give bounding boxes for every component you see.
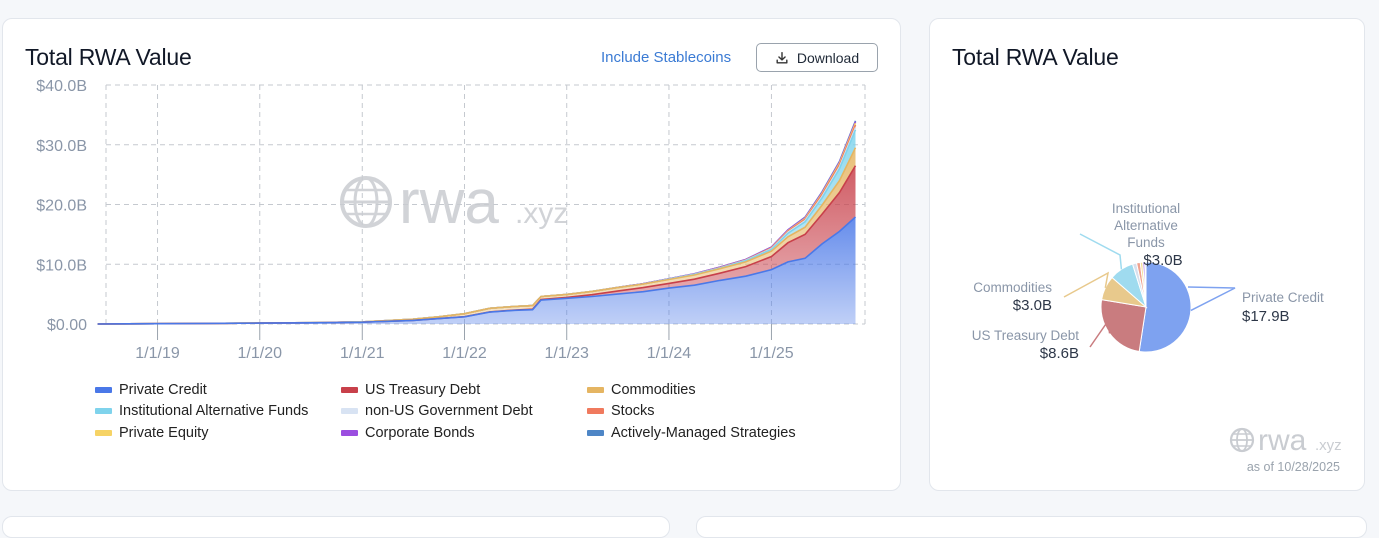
legend-item[interactable]: Institutional Alternative Funds bbox=[95, 403, 341, 421]
legend-label: US Treasury Debt bbox=[365, 381, 481, 398]
pie-slices bbox=[1100, 261, 1192, 353]
legend-swatch bbox=[95, 408, 112, 415]
pie-slice-value: $8.6B bbox=[1040, 345, 1079, 362]
legend-label: non-US Government Debt bbox=[365, 403, 533, 420]
watermark-main: rwa bbox=[399, 168, 499, 237]
include-stablecoins-toggle[interactable]: Include Stablecoins bbox=[601, 49, 732, 66]
legend-swatch bbox=[341, 408, 358, 415]
download-button[interactable]: Download bbox=[756, 43, 878, 72]
pie-slice-value: $3.0B bbox=[1013, 297, 1052, 314]
area-private-credit bbox=[97, 217, 856, 324]
legend-swatch bbox=[95, 386, 112, 393]
legend-label: Private Equity bbox=[119, 424, 209, 441]
pie-leader-line bbox=[1187, 286, 1236, 312]
legend-item[interactable]: Actively-Managed Strategies bbox=[587, 424, 833, 442]
legend-label: Private Credit bbox=[119, 381, 207, 398]
pie-leader-line bbox=[1079, 233, 1123, 270]
x-tick-label: 1/1/23 bbox=[544, 345, 589, 359]
pie-slice-name: Funds bbox=[1127, 235, 1165, 250]
watermark-suffix: .xyz bbox=[515, 197, 568, 230]
pie-leader-line bbox=[1089, 318, 1111, 348]
legend-item[interactable]: Stocks bbox=[587, 403, 833, 421]
rwa-logo-small: rwa .xyz bbox=[1229, 424, 1342, 457]
card-title: Total RWA Value bbox=[25, 44, 192, 70]
legend-item[interactable]: Private Credit bbox=[95, 381, 341, 399]
legend-item[interactable]: non-US Government Debt bbox=[341, 403, 587, 421]
legend-swatch bbox=[587, 408, 604, 415]
pie-chart: Private Credit $17.9B US Treasury Debt $8.6… bbox=[972, 201, 1324, 362]
pie-slice-value: $3.0B bbox=[1143, 252, 1182, 269]
legend-item[interactable]: Commodities bbox=[587, 381, 833, 399]
pie-slice-name: Alternative bbox=[1114, 218, 1178, 233]
legend-label: Corporate Bonds bbox=[365, 424, 475, 441]
pie-labels: Private Credit $17.9B US Treasury Debt $8.6… bbox=[972, 201, 1324, 362]
x-tick-label: 1/1/20 bbox=[238, 345, 283, 359]
pie-leader-line bbox=[1063, 271, 1110, 298]
watermark: rwa .xyz bbox=[340, 168, 568, 237]
x-tick-label: 1/1/19 bbox=[135, 345, 180, 359]
download-icon bbox=[776, 51, 788, 64]
legend-label: Commodities bbox=[611, 381, 696, 398]
download-label: Download bbox=[796, 49, 860, 66]
legend-swatch bbox=[587, 429, 604, 436]
legend-swatch bbox=[341, 386, 358, 393]
next-card-stub-right bbox=[696, 516, 1367, 538]
pie-slice-private-credit bbox=[1138, 261, 1192, 353]
legend-label: Stocks bbox=[611, 403, 655, 420]
y-tick-label: $10.0B bbox=[36, 257, 87, 274]
x-tick-label: 1/1/25 bbox=[749, 345, 794, 359]
pie-slice-name: US Treasury Debt bbox=[972, 328, 1080, 343]
legend-item[interactable]: Private Equity bbox=[95, 424, 341, 442]
pie-slice-actively-managed-strategies bbox=[1144, 261, 1147, 308]
legend-swatch bbox=[95, 429, 112, 436]
stacked-area-chart: $0.00 $10.0B $20.0B $30.0B $40.0B 1/1/19 1/1/2… bbox=[36, 78, 866, 359]
legend-item[interactable]: US Treasury Debt bbox=[341, 381, 587, 399]
pie-slice-us-treasury-debt bbox=[1100, 299, 1147, 353]
y-tick-label: $20.0B bbox=[36, 198, 87, 215]
chart-legend: Private Credit US Treasury Debt Commoditie… bbox=[95, 381, 855, 442]
watermark-small-suffix: .xyz bbox=[1315, 437, 1342, 454]
pie-slice-value: $17.9B bbox=[1242, 308, 1290, 325]
total-rwa-value-pie-card: Total RWA Value Private Credit $17.9B US T… bbox=[929, 18, 1365, 491]
globe-icon bbox=[1229, 427, 1255, 453]
series-areas bbox=[97, 120, 857, 325]
pie-slice-name: Private Credit bbox=[1242, 290, 1324, 305]
x-tick-label: 1/1/22 bbox=[442, 345, 487, 359]
next-card-stub-left bbox=[2, 516, 670, 538]
pie-card-title: Total RWA Value bbox=[952, 44, 1119, 70]
legend-label: Actively-Managed Strategies bbox=[611, 424, 796, 441]
pie-slice-name: Commodities bbox=[973, 280, 1052, 295]
legend-label: Institutional Alternative Funds bbox=[119, 403, 309, 420]
y-tick-label: $0.00 bbox=[47, 317, 87, 334]
pie-slice-name: Institutional bbox=[1112, 201, 1180, 216]
as-of-date: as of 10/28/2025 bbox=[1246, 460, 1340, 474]
legend-swatch bbox=[341, 429, 358, 436]
legend-swatch bbox=[587, 386, 604, 393]
watermark-small: rwa .xyz bbox=[1228, 424, 1348, 463]
y-tick-label: $30.0B bbox=[36, 138, 87, 155]
x-tick-label: 1/1/24 bbox=[647, 345, 692, 359]
total-rwa-value-chart-card: Total RWA Value Include Stablecoins Down… bbox=[2, 18, 901, 491]
x-tick-label: 1/1/21 bbox=[340, 345, 385, 359]
globe-icon bbox=[340, 176, 392, 228]
line-private-credit bbox=[97, 216, 857, 325]
legend-item[interactable]: Corporate Bonds bbox=[341, 424, 587, 442]
watermark-small-main: rwa bbox=[1258, 424, 1307, 457]
y-tick-label: $40.0B bbox=[36, 78, 87, 95]
